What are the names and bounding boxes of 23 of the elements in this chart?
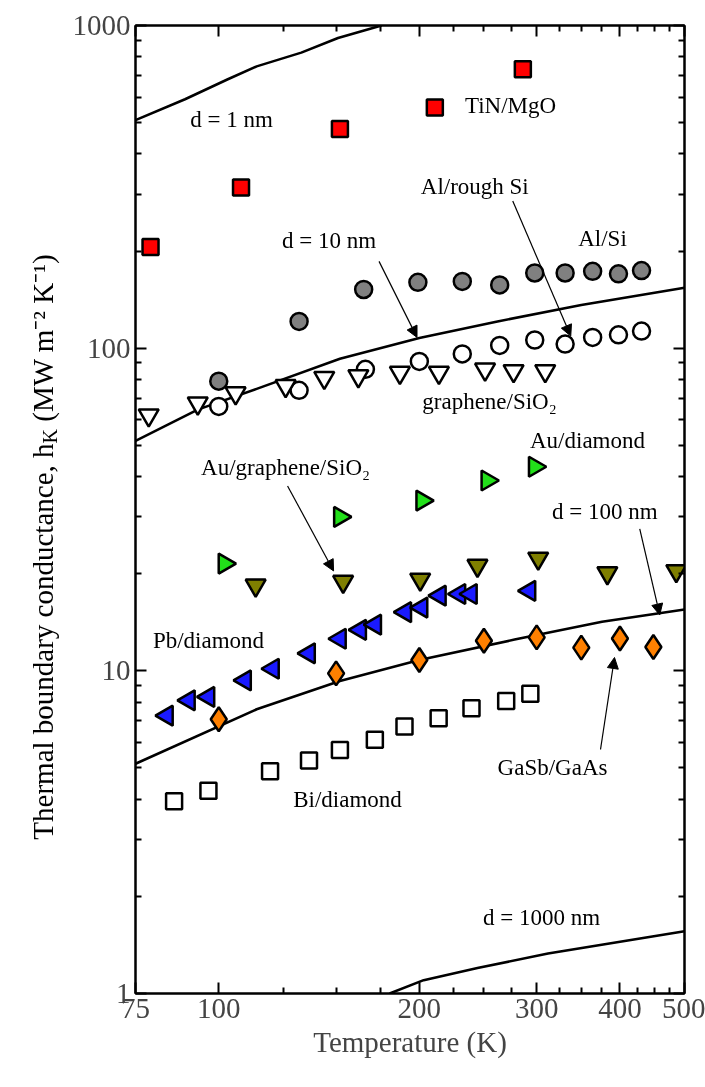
y-tick-label: 1000: [72, 9, 131, 41]
annotation: d = 100 nm: [551, 499, 658, 525]
annotation: Au/diamond: [530, 428, 646, 453]
x-tick-label: 300: [514, 991, 559, 1024]
x-tick-label: 200: [397, 991, 442, 1024]
annotation: Bi/diamond: [293, 787, 403, 812]
annotation: graphene/SiO₂: [422, 389, 557, 414]
annotation: d = 1 nm: [190, 107, 273, 132]
y-tick-label: 100: [87, 331, 131, 364]
y-tick-label: 10: [101, 654, 131, 687]
x-tick-label: 400: [598, 991, 642, 1024]
annotation: Al/Si: [578, 226, 627, 251]
x-axis-title: Temperature (K): [313, 1025, 507, 1059]
x-tick-label: 500: [662, 991, 705, 1024]
annotation: d = 1000 nm: [482, 905, 601, 930]
annotation: Al/rough Si: [420, 173, 529, 199]
annotation: d = 10 nm: [281, 227, 377, 253]
annotation: Pb/diamond: [152, 628, 265, 653]
y-axis-title: Thermal boundary conductance, hK (MW m⁻² K⁻¹): [26, 254, 61, 840]
x-tick-label: 100: [197, 991, 241, 1024]
annotation: TiN/MgO: [464, 93, 557, 118]
annotation: GaSb/GaAs: [497, 755, 608, 780]
annotation: Au/graphene/SiO₂: [201, 455, 371, 481]
